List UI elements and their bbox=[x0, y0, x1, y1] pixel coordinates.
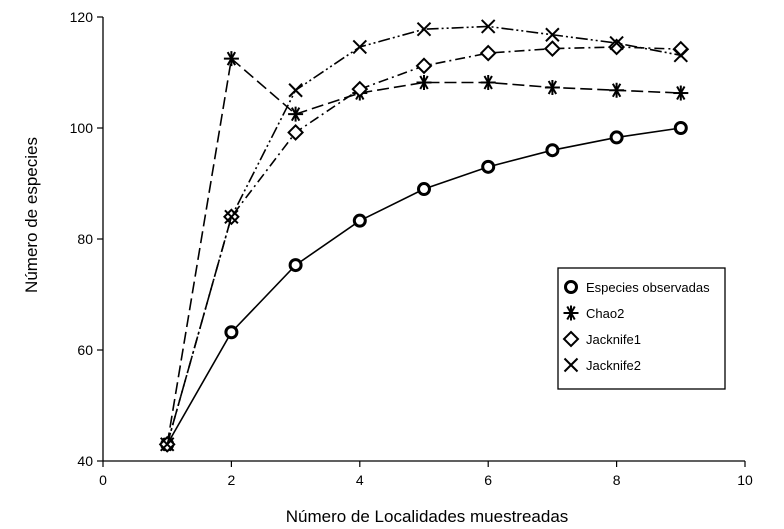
data-point bbox=[544, 79, 560, 95]
legend-marker bbox=[562, 330, 580, 348]
data-point bbox=[224, 325, 239, 340]
y-tick-label: 120 bbox=[70, 9, 94, 25]
legend-label: Especies observadas bbox=[586, 280, 710, 295]
data-point bbox=[480, 19, 496, 34]
data-point bbox=[287, 124, 305, 141]
series-chao2 bbox=[159, 51, 689, 452]
x-tick-label: 6 bbox=[484, 472, 492, 488]
series-line bbox=[166, 25, 681, 445]
data-point bbox=[288, 106, 304, 122]
series-jacknife1 bbox=[158, 38, 690, 453]
data-point bbox=[159, 437, 175, 452]
x-tick-label: 8 bbox=[613, 472, 621, 488]
data-point bbox=[543, 40, 561, 58]
series-layer bbox=[158, 19, 690, 453]
x-tick-label: 10 bbox=[737, 472, 753, 488]
legend-marker bbox=[564, 280, 578, 294]
data-point bbox=[416, 74, 432, 90]
legend-marker bbox=[563, 305, 579, 321]
legend-marker bbox=[563, 357, 579, 373]
legend-label: Chao2 bbox=[586, 306, 624, 321]
legend-box bbox=[557, 267, 726, 390]
y-tick-label: 40 bbox=[77, 453, 93, 469]
data-point bbox=[352, 213, 367, 228]
y-tick-label: 60 bbox=[77, 342, 93, 358]
data-point bbox=[673, 85, 689, 101]
x-tick-label: 0 bbox=[99, 472, 107, 488]
y-axis-title: Número de especies bbox=[22, 137, 41, 293]
legend-label: Jacknife2 bbox=[586, 358, 641, 373]
data-point bbox=[224, 209, 239, 225]
series-jacknife2 bbox=[159, 19, 689, 452]
data-point bbox=[415, 57, 433, 75]
data-point bbox=[223, 51, 239, 67]
legend-label: Jacknife1 bbox=[586, 332, 641, 347]
y-tick-label: 100 bbox=[70, 120, 94, 136]
ticks: 0 2 4 6 8 10 40 60 80 100 120 bbox=[70, 9, 753, 488]
data-point bbox=[545, 27, 560, 42]
y-tick-label: 80 bbox=[77, 231, 93, 247]
data-point bbox=[417, 182, 431, 197]
data-point bbox=[288, 258, 303, 273]
data-point bbox=[609, 35, 624, 51]
data-point bbox=[481, 159, 496, 174]
series-especies-observadas bbox=[160, 121, 688, 452]
data-point bbox=[545, 143, 560, 158]
data-point bbox=[480, 74, 496, 90]
data-point bbox=[351, 80, 369, 98]
data-point bbox=[609, 82, 625, 98]
data-point bbox=[352, 39, 368, 55]
data-point bbox=[609, 130, 624, 145]
data-point bbox=[673, 48, 689, 63]
x-axis-title: Número de Localidades muestreadas bbox=[286, 507, 569, 526]
legend: Especies observadas Chao2 Jacknife1 Jacknif… bbox=[557, 267, 726, 390]
x-tick-label: 2 bbox=[228, 472, 236, 488]
data-point bbox=[416, 22, 432, 37]
data-point bbox=[288, 83, 303, 98]
x-tick-label: 4 bbox=[356, 472, 364, 488]
data-point bbox=[673, 121, 688, 135]
series-line bbox=[166, 57, 681, 445]
data-point bbox=[479, 44, 497, 62]
